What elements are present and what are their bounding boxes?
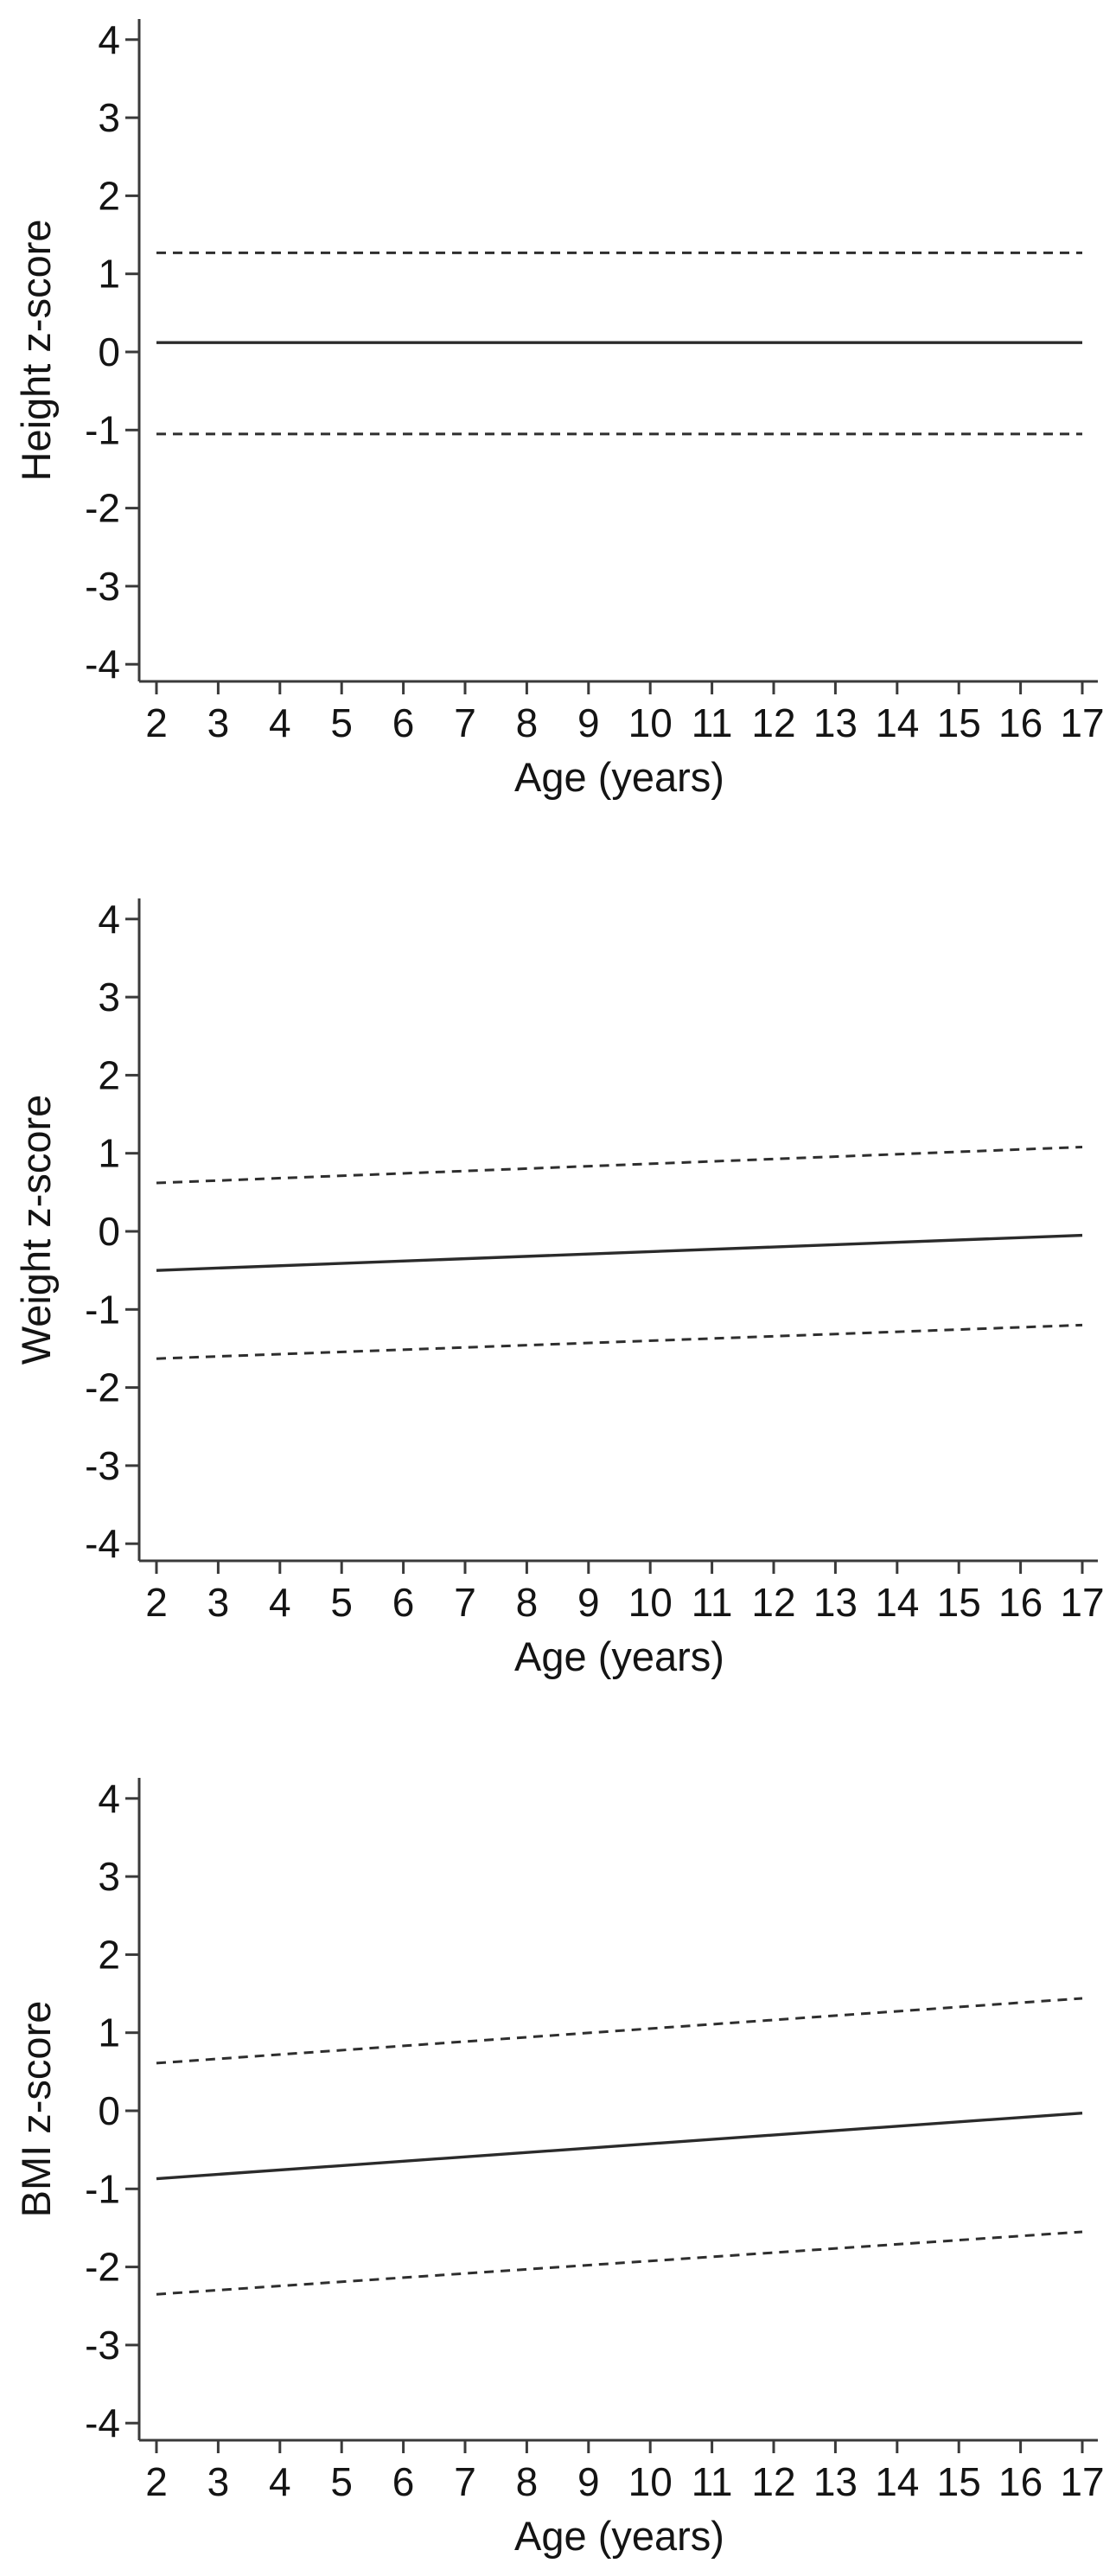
upper-limit-line <box>156 1145 1083 1185</box>
y-tick-label: 4 <box>98 897 120 942</box>
x-tick-label: 13 <box>813 1580 858 1625</box>
x-tick-label: 8 <box>516 2459 539 2504</box>
x-tick-label: 4 <box>269 2459 291 2504</box>
y-tick-label: 4 <box>98 17 120 62</box>
x-tick-label: 6 <box>392 2459 415 2504</box>
y-tick-label: 3 <box>98 95 120 140</box>
x-tick-label: 16 <box>998 2459 1043 2504</box>
y-tick-label: -2 <box>85 2245 120 2290</box>
mean-line <box>156 1233 1083 1272</box>
y-tick-label: -3 <box>85 2323 120 2368</box>
x-tick-label: 6 <box>392 700 415 745</box>
x-tick-label: 2 <box>145 1580 168 1625</box>
x-tick-label: 13 <box>813 700 858 745</box>
y-tick-label: -1 <box>85 2166 120 2211</box>
x-axis-title: Age (years) <box>514 1633 724 1679</box>
x-tick-label: 17 <box>1060 1580 1104 1625</box>
x-tick-label: 3 <box>207 2459 230 2504</box>
x-tick-label: 11 <box>692 2459 733 2504</box>
y-tick-label: -2 <box>85 486 120 531</box>
x-tick-label: 15 <box>937 1580 981 1625</box>
x-tick-label: 8 <box>516 700 539 745</box>
lower-limit-line <box>156 1323 1083 1360</box>
x-tick-label: 9 <box>577 1580 600 1625</box>
x-tick-label: 5 <box>330 700 353 745</box>
y-tick-label: 0 <box>98 2088 120 2133</box>
y-tick-label: -1 <box>85 1287 120 1332</box>
x-tick-label: 10 <box>628 700 673 745</box>
x-tick-label: 14 <box>875 2459 919 2504</box>
upper-limit-line <box>156 1997 1083 2065</box>
y-tick-label: 3 <box>98 1854 120 1899</box>
x-tick-label: 5 <box>330 1580 353 1625</box>
x-tick-label: 9 <box>577 2459 600 2504</box>
x-tick-label: 15 <box>937 700 981 745</box>
y-tick-label: -4 <box>85 2400 120 2445</box>
mean-line <box>156 2112 1083 2181</box>
lower-limit-line <box>156 2230 1083 2296</box>
x-tick-label: 14 <box>875 1580 919 1625</box>
y-tick-label: 1 <box>98 2010 120 2055</box>
y-axis-title: BMI z-score <box>13 2001 59 2218</box>
x-axis-title: Age (years) <box>514 754 724 800</box>
x-tick-label: 9 <box>577 700 600 745</box>
x-tick-label: 3 <box>207 700 230 745</box>
x-tick-label: 11 <box>692 1580 733 1625</box>
x-tick-label: 12 <box>751 2459 795 2504</box>
y-tick-label: -3 <box>85 564 120 609</box>
x-tick-label: 17 <box>1060 2459 1104 2504</box>
y-tick-label: 1 <box>98 252 120 297</box>
y-tick-label: -2 <box>85 1365 120 1410</box>
x-tick-label: 7 <box>454 1580 476 1625</box>
x-tick-label: 7 <box>454 700 476 745</box>
x-tick-label: 12 <box>751 1580 795 1625</box>
y-tick-label: 2 <box>98 1052 120 1097</box>
y-axis-title: Weight z-score <box>13 1095 59 1365</box>
y-tick-label: -3 <box>85 1443 120 1488</box>
y-tick-label: -1 <box>85 407 120 452</box>
x-tick-label: 11 <box>692 700 733 745</box>
x-axis-title: Age (years) <box>514 2513 724 2559</box>
x-tick-label: 5 <box>330 2459 353 2504</box>
y-tick-label: 3 <box>98 975 120 1020</box>
y-tick-label: -4 <box>85 1521 120 1566</box>
y-tick-label: 4 <box>98 1776 120 1821</box>
x-tick-label: 14 <box>875 700 919 745</box>
x-tick-label: 16 <box>998 1580 1043 1625</box>
x-tick-label: 15 <box>937 2459 981 2504</box>
x-tick-label: 8 <box>516 1580 539 1625</box>
x-tick-label: 12 <box>751 700 795 745</box>
x-tick-label: 16 <box>998 700 1043 745</box>
x-tick-label: 3 <box>207 1580 230 1625</box>
x-tick-label: 17 <box>1060 700 1104 745</box>
x-tick-label: 7 <box>454 2459 476 2504</box>
y-tick-label: 2 <box>98 1932 120 1977</box>
x-tick-label: 4 <box>269 700 291 745</box>
x-tick-label: 2 <box>145 2459 168 2504</box>
y-tick-label: 2 <box>98 173 120 218</box>
x-tick-label: 13 <box>813 2459 858 2504</box>
x-tick-label: 2 <box>145 700 168 745</box>
y-tick-label: 0 <box>98 1209 120 1254</box>
x-tick-label: 4 <box>269 1580 291 1625</box>
y-tick-label: 0 <box>98 329 120 374</box>
x-tick-label: 10 <box>628 2459 673 2504</box>
y-tick-label: -4 <box>85 642 120 687</box>
x-tick-label: 10 <box>628 1580 673 1625</box>
x-tick-label: 6 <box>392 1580 415 1625</box>
y-axis-title: Height z-score <box>13 220 59 482</box>
y-tick-label: 1 <box>98 1131 120 1176</box>
